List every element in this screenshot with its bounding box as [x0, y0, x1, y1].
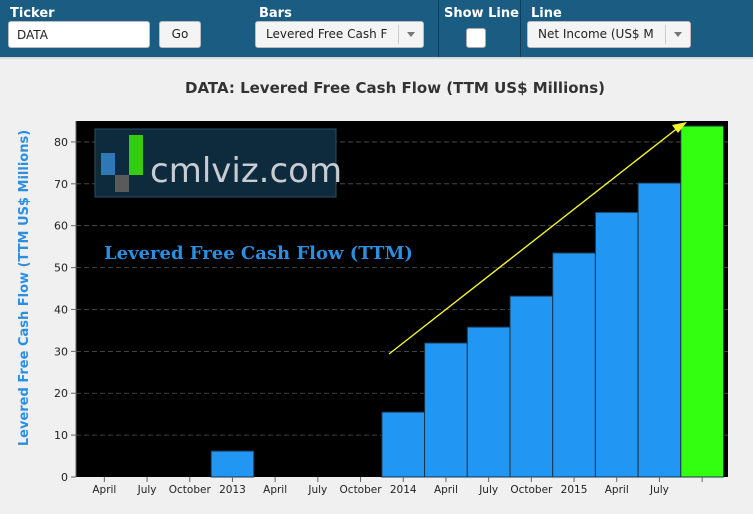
y-tick-label: 80	[54, 136, 68, 149]
chart-annotation: Levered Free Cash Flow (TTM)	[104, 243, 413, 264]
bar	[424, 342, 468, 478]
chevron-down-icon	[665, 25, 690, 44]
cmlviz-logo: cmlviz.com	[94, 128, 342, 198]
x-tick-label: October	[510, 484, 553, 496]
bar	[466, 326, 511, 478]
bars-select[interactable]: Levered Free Cash F	[255, 21, 424, 48]
y-tick-label: 10	[54, 429, 68, 442]
bar	[210, 450, 255, 478]
logo-square-blue	[101, 153, 115, 175]
logo-square-green	[129, 135, 143, 175]
line-label: Line	[531, 6, 562, 21]
y-tick-label: 70	[54, 178, 68, 191]
toolbar-divider	[520, 0, 521, 57]
chart: DATA: Levered Free Cash Flow (TTM US$ Mi…	[17, 79, 728, 496]
y-axis-ticks: 0 10 20 30 40 50 60 70 80	[54, 136, 76, 484]
chart-title: DATA: Levered Free Cash Flow (TTM US$ Mi…	[185, 79, 605, 97]
x-tick-label: July	[137, 484, 157, 496]
bar	[381, 411, 426, 478]
trend-arrow	[388, 122, 687, 355]
ticker-label: Ticker	[10, 6, 55, 21]
x-tick-label: July	[307, 484, 327, 496]
x-tick-label: October	[340, 484, 383, 496]
toolbar: Ticker DATA Go Bars Levered Free Cash F …	[0, 0, 753, 59]
line-select-value: Net Income (US$ M	[538, 27, 654, 41]
x-tick-label: 2015	[561, 484, 588, 496]
trend-arrow-line	[388, 126, 680, 355]
trend-arrow-head	[672, 122, 687, 133]
x-tick-label: July	[478, 484, 498, 496]
bar	[637, 182, 682, 478]
show-line-label: Show Line	[444, 6, 519, 21]
x-tick-label: April	[92, 484, 116, 496]
bar	[552, 252, 596, 478]
bars-select-value: Levered Free Cash F	[266, 27, 388, 41]
bar	[509, 295, 554, 478]
x-axis-ticks: April July October 2013 April July October 2014…	[92, 477, 703, 496]
x-tick-label: April	[263, 484, 287, 496]
ticker-input[interactable]: DATA	[8, 21, 150, 48]
logo-text: cmlviz.com	[150, 151, 342, 191]
x-tick-label: July	[649, 484, 669, 496]
line-select[interactable]: Net Income (US$ M	[527, 21, 691, 48]
show-line-checkbox[interactable]	[466, 28, 486, 48]
chevron-down-icon	[398, 25, 423, 44]
x-tick-label: 2013	[219, 484, 246, 496]
y-tick-label: 30	[54, 345, 68, 358]
bar	[680, 125, 724, 478]
y-tick-label: 0	[61, 471, 68, 484]
y-tick-label: 60	[54, 220, 68, 233]
bars-label: Bars	[259, 6, 292, 21]
x-tick-label: October	[169, 484, 212, 496]
x-tick-label: 2014	[390, 484, 417, 496]
toolbar-divider	[438, 0, 439, 57]
y-tick-label: 40	[54, 303, 68, 316]
y-tick-label: 50	[54, 262, 68, 275]
x-tick-label: April	[605, 484, 629, 496]
y-axis-label: Levered Free Cash Flow (TTM US$ Millions…	[17, 130, 32, 446]
bar	[594, 211, 639, 478]
go-button[interactable]: Go	[159, 21, 201, 48]
logo-square-gray	[115, 175, 129, 192]
y-tick-label: 20	[54, 387, 68, 400]
x-tick-label: April	[434, 484, 458, 496]
